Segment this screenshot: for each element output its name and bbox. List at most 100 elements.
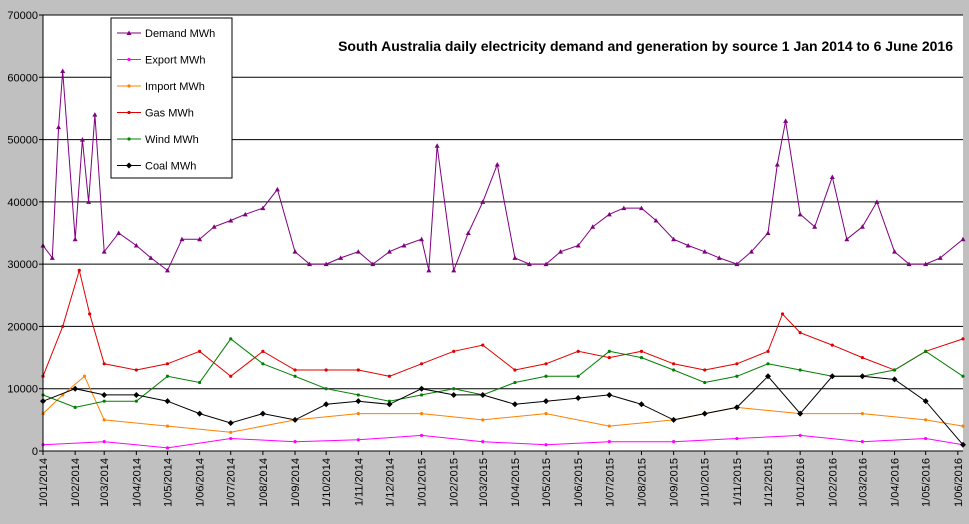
data-point	[73, 405, 77, 409]
data-point	[165, 362, 170, 366]
data-point	[685, 242, 691, 248]
data-point	[261, 362, 265, 366]
x-tick-label: 1/06/2015	[573, 458, 585, 507]
x-tick-label: 1/04/2015	[510, 458, 522, 507]
legend-label-wind: Wind MWh	[145, 134, 199, 146]
data-point	[134, 368, 138, 372]
data-point	[607, 440, 611, 444]
data-point	[575, 242, 581, 248]
data-point	[133, 242, 139, 248]
data-point	[922, 398, 929, 405]
series-line-import	[42, 375, 964, 433]
data-point	[558, 249, 564, 254]
data-point	[102, 362, 106, 366]
data-point	[780, 312, 785, 316]
data-point	[49, 255, 55, 260]
legend: Demand MWh Export MWh Import MWh Gas MWh Win…	[110, 17, 233, 179]
data-point	[164, 267, 170, 273]
data-point	[672, 440, 676, 444]
data-point	[703, 380, 707, 385]
data-point	[102, 440, 106, 444]
x-tick-label: 1/03/2014	[99, 458, 111, 507]
data-point	[452, 387, 456, 391]
data-point	[923, 261, 929, 267]
data-point	[544, 374, 548, 378]
legend-label-gas: Gas MWh	[145, 108, 194, 120]
x-tick-label: 1/04/2016	[890, 458, 902, 507]
y-tick-label: 0	[32, 446, 38, 458]
data-point	[134, 399, 138, 403]
data-point	[56, 124, 62, 130]
data-point	[323, 401, 330, 408]
data-point	[774, 161, 780, 167]
data-point	[511, 401, 518, 408]
data-point	[401, 242, 407, 248]
data-point	[892, 368, 897, 372]
data-point	[961, 337, 965, 341]
data-point	[419, 236, 425, 242]
legend-label-import: Import MWh	[145, 81, 205, 93]
x-tick-label: 1/01/2015	[417, 458, 429, 507]
data-point	[783, 118, 789, 123]
x-tick-label: 1/10/2014	[321, 458, 333, 507]
data-point	[830, 343, 834, 347]
x-tick-label: 1/11/2014	[353, 458, 365, 506]
data-point	[88, 312, 92, 316]
data-point	[198, 380, 202, 385]
y-tick-label: 40000	[7, 197, 38, 209]
data-point	[292, 249, 298, 254]
x-tick-label: 1/03/2016	[857, 458, 869, 507]
series-coal	[40, 373, 966, 448]
data-point	[228, 218, 234, 223]
data-point	[590, 224, 596, 229]
data-point	[274, 186, 280, 192]
data-point	[607, 349, 611, 353]
data-point	[229, 337, 233, 341]
data-point	[670, 416, 677, 423]
y-tick-label: 70000	[7, 10, 38, 22]
x-tick-label: 1/09/2015	[669, 458, 681, 507]
x-tick-label: 1/02/2015	[449, 458, 461, 507]
data-point	[653, 218, 659, 223]
x-tick-label: 1/07/2015	[604, 458, 616, 507]
x-tick-label: 1/01/2014	[38, 458, 50, 507]
data-point	[797, 410, 804, 417]
data-point	[481, 418, 485, 422]
x-tick-label: 1/05/2014	[162, 458, 174, 507]
data-point	[450, 391, 457, 398]
data-point	[859, 224, 865, 229]
data-point	[323, 261, 329, 267]
data-point	[748, 249, 754, 254]
data-point	[829, 373, 836, 380]
data-point	[543, 261, 549, 267]
data-point	[494, 161, 500, 167]
x-tick-label: 1/02/2014	[70, 458, 82, 507]
data-point	[639, 349, 644, 353]
x-tick-label: 1/05/2016	[921, 458, 933, 507]
data-point	[735, 436, 739, 441]
data-point	[543, 398, 550, 405]
x-tick-label: 1/08/2014	[258, 458, 270, 507]
data-point	[735, 362, 739, 366]
data-point	[860, 440, 864, 444]
data-point	[606, 211, 612, 217]
legend-label-coal: Coal MWh	[145, 161, 196, 173]
data-point	[480, 199, 486, 204]
data-point	[937, 255, 943, 260]
data-point	[196, 410, 203, 417]
grid	[43, 14, 963, 390]
y-axis-ticks: 0 10000 20000 30000 40000 50000 60000 70000	[7, 10, 43, 458]
data-point	[165, 374, 170, 378]
legend-marker-gas	[127, 110, 131, 115]
data-point	[198, 349, 202, 353]
data-point	[92, 112, 98, 117]
data-point	[293, 440, 297, 444]
x-tick-label: 1/06/2014	[195, 458, 207, 507]
data-point	[451, 267, 457, 273]
data-point	[229, 374, 233, 378]
data-point	[338, 255, 344, 260]
data-point	[576, 349, 580, 353]
data-point	[860, 355, 864, 360]
data-point	[229, 436, 233, 441]
data-point	[148, 255, 154, 260]
